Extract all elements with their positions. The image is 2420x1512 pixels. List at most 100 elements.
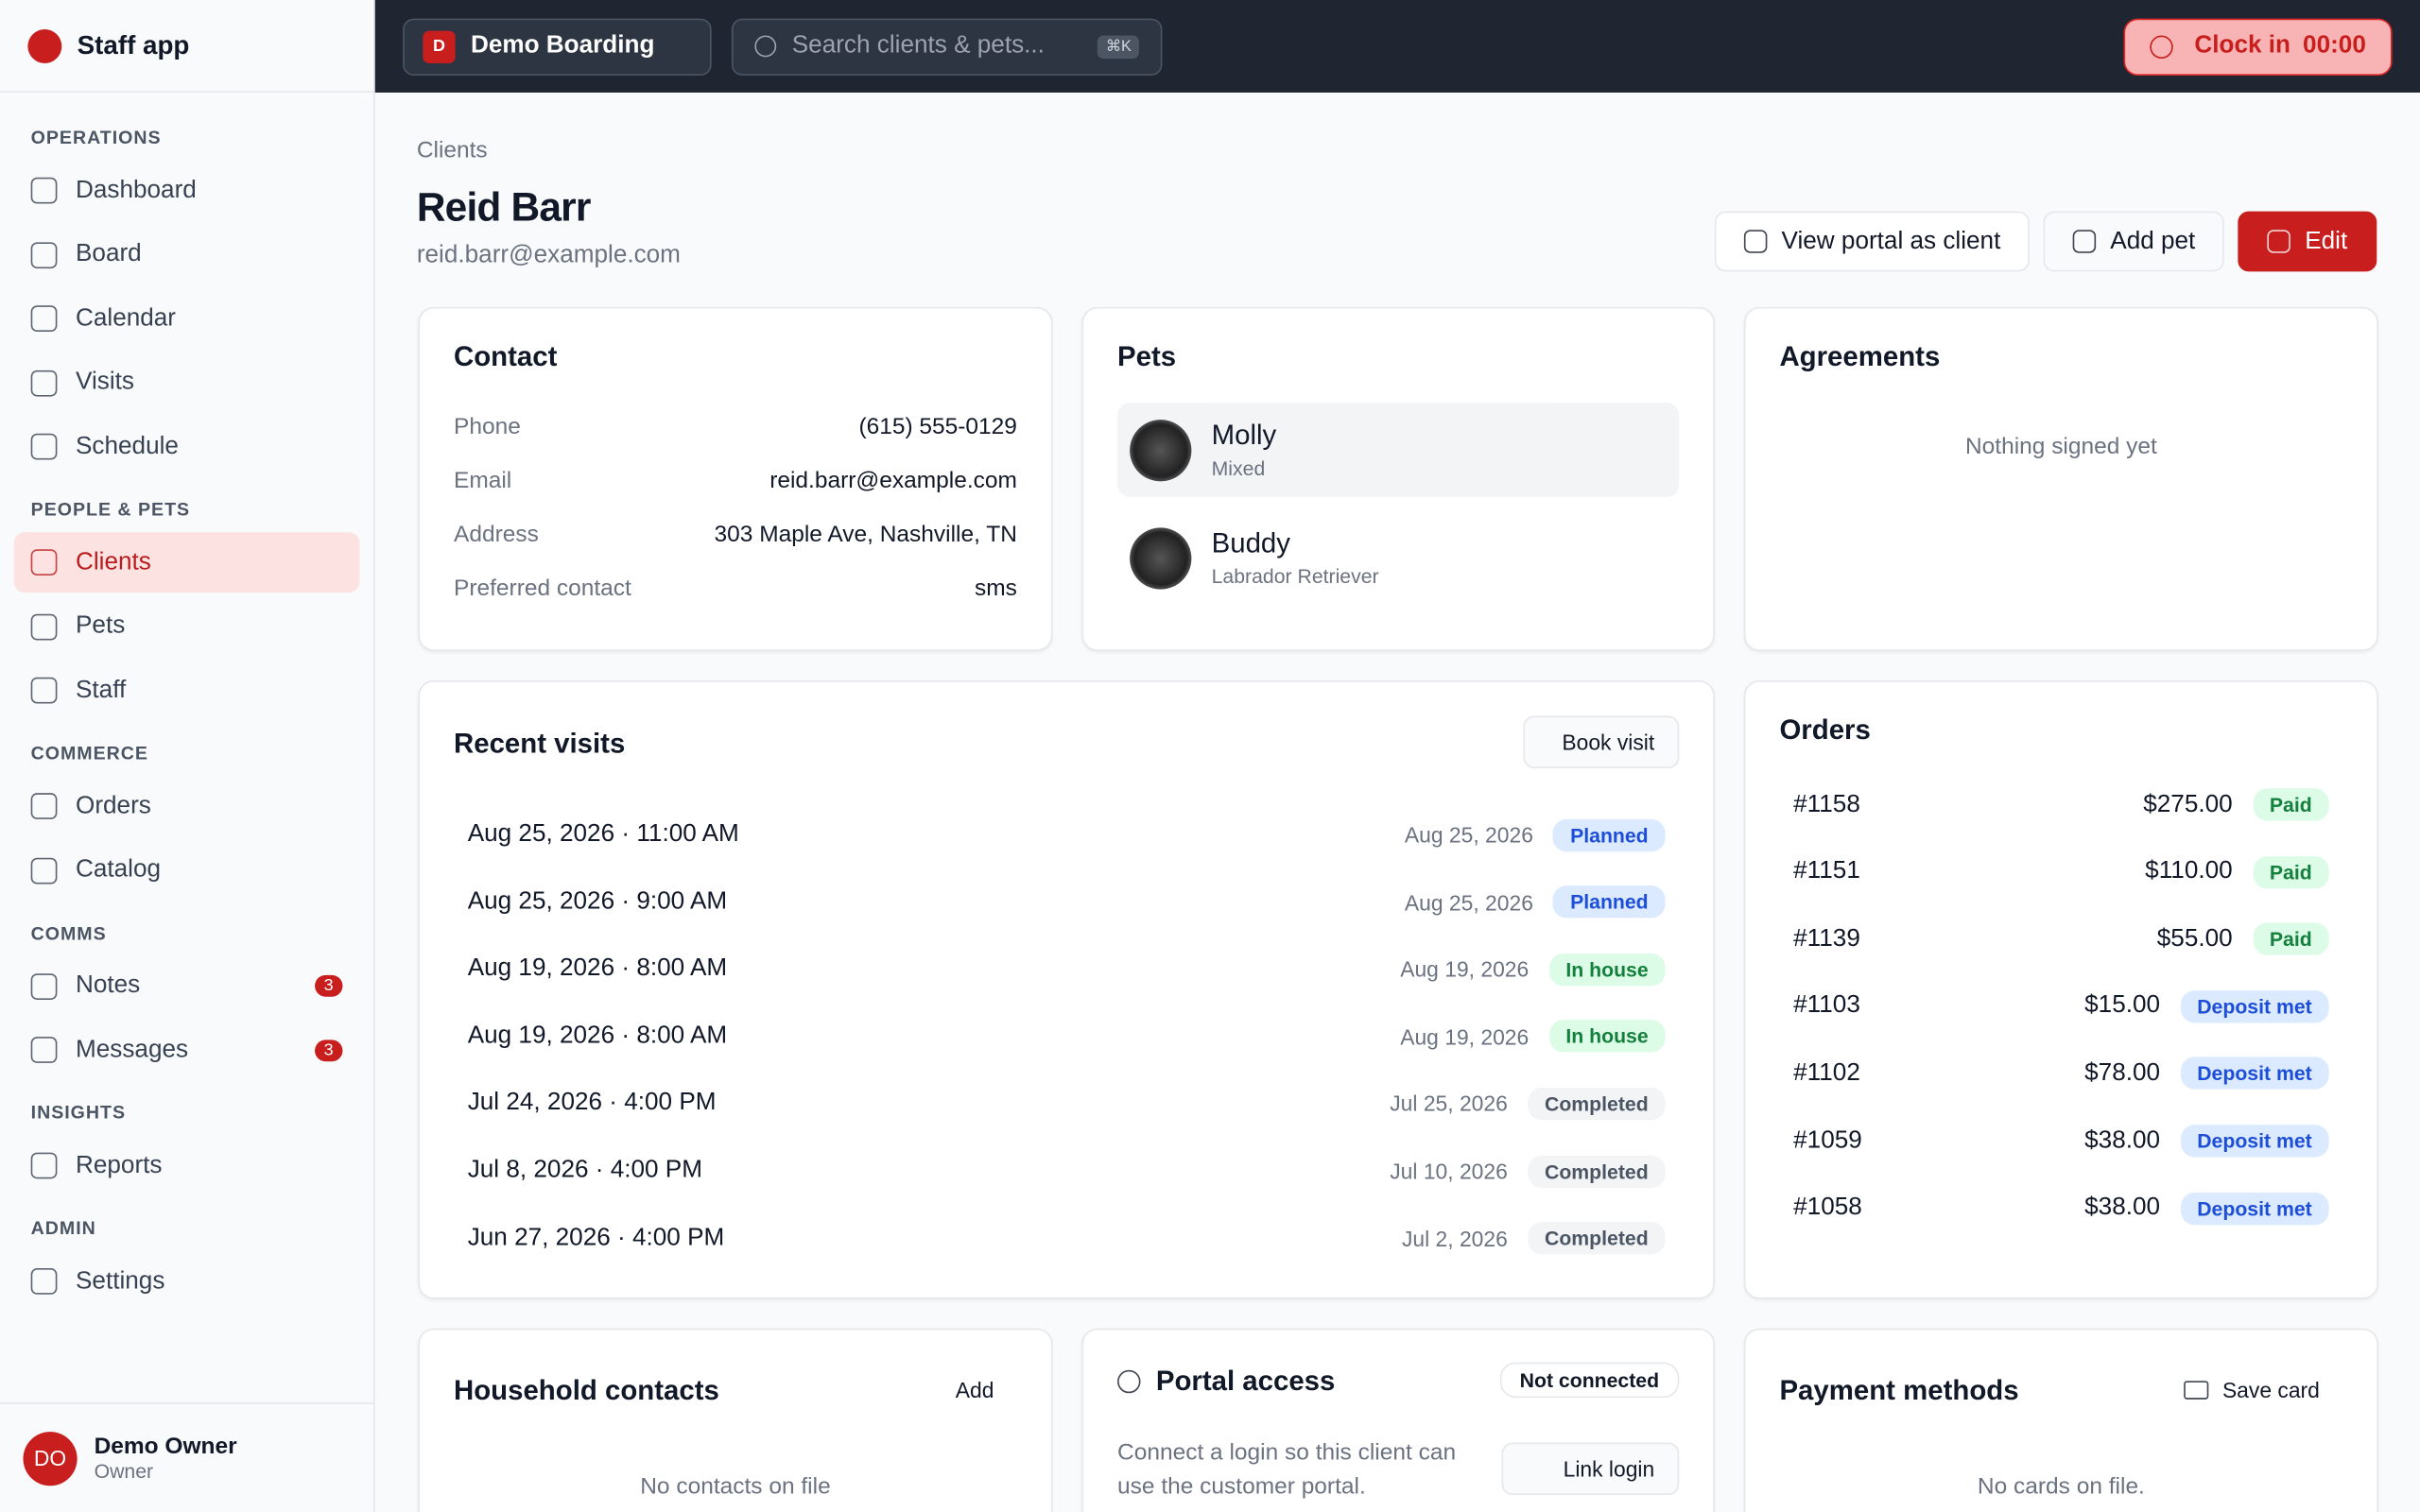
action-button[interactable]: View portal as client: [1715, 211, 2031, 272]
section-label: OPERATIONS: [30, 126, 162, 148]
nav-item[interactable]: Dashboard: [14, 161, 360, 221]
action-button[interactable]: Edit: [2238, 211, 2377, 272]
badge: 3: [314, 1039, 343, 1061]
empty-state: No cards on file.: [1977, 1473, 2145, 1500]
nav-item[interactable]: Catalog: [14, 840, 360, 901]
visit-row[interactable]: Aug 25, 2026 · 11:00 AM Aug 25, 2026 Plann…: [468, 816, 1666, 853]
visit-row[interactable]: Jun 27, 2026 · 4:00 PM Jul 2, 2026 Complet…: [468, 1220, 1666, 1257]
contact-label: Email: [453, 467, 512, 494]
card-icon: [2184, 1381, 2209, 1400]
nav-item[interactable]: Calendar: [14, 288, 360, 349]
nav-item[interactable]: Notes 3: [14, 955, 360, 1016]
card-title: Recent visits: [453, 728, 626, 760]
visit-row[interactable]: Aug 19, 2026 · 8:00 AM Aug 19, 2026 In hou…: [468, 1018, 1666, 1055]
nav-label: Clients: [75, 548, 151, 576]
card-title: Orders: [1779, 713, 1871, 746]
section-label: COMMERCE: [30, 742, 148, 765]
icon: [30, 241, 58, 268]
order-row[interactable]: #1139 $55.00 Paid: [1793, 922, 2329, 955]
order-row[interactable]: #1103 $15.00 Deposit met: [1793, 989, 2329, 1023]
card-title: Household contacts: [453, 1374, 719, 1406]
visit-status: In house: [1548, 1020, 1666, 1053]
nav-item[interactable]: Messages 3: [14, 1020, 360, 1080]
shortcut: ⌘K: [1098, 34, 1140, 59]
visit-end: Aug 25, 2026: [1404, 889, 1533, 915]
visit-end: Jul 25, 2026: [1390, 1091, 1508, 1117]
visit-row[interactable]: Jul 24, 2026 · 4:00 PM Jul 25, 2026 Comple…: [468, 1085, 1666, 1122]
nav-item[interactable]: Board: [14, 225, 360, 285]
order-status: Paid: [2252, 855, 2329, 888]
order-row[interactable]: #1151 $110.00 Paid: [1793, 855, 2329, 888]
agreements-card: Agreements Nothing signed yet: [1743, 306, 2378, 651]
icon: [30, 856, 58, 884]
pet-name: Buddy: [1211, 527, 1290, 559]
order-status: Deposit met: [2180, 989, 2329, 1023]
section-title: COMMERCE: [0, 730, 373, 776]
nav-item[interactable]: Orders: [14, 776, 360, 836]
save-card[interactable]: Save card: [2161, 1364, 2343, 1417]
contact-card: Contact Phone (615) 555-0129 Email reid.barr…: [418, 306, 1053, 651]
portal-card: Portal access Not connected Connect a logi…: [1081, 1328, 1715, 1512]
nav-item[interactable]: Reports: [14, 1136, 360, 1196]
book-visit[interactable]: Book visit: [1523, 715, 1680, 769]
clock-in[interactable]: Clock in 00:00: [2123, 17, 2393, 76]
pet-row[interactable]: Buddy Labrador Retriever: [1117, 510, 1679, 605]
order-row[interactable]: #1158 $275.00 Paid: [1793, 788, 2329, 821]
clock-time: 00:00: [2303, 32, 2366, 60]
empty-state: No contacts on file: [640, 1473, 831, 1500]
order-row[interactable]: #1058 $38.00 Deposit met: [1793, 1192, 2329, 1225]
card-title: Pets: [1117, 340, 1177, 372]
org-switcher[interactable]: D Demo Boarding: [403, 17, 712, 76]
contact-value: reid.barr@example.com: [769, 467, 1017, 494]
badge: 3: [314, 974, 343, 997]
pet-row[interactable]: Molly Mixed: [1117, 403, 1680, 497]
nav-item[interactable]: Staff: [14, 661, 360, 721]
search[interactable]: Search clients & pets... ⌘K: [732, 17, 1163, 76]
link-login[interactable]: Link login: [1501, 1442, 1680, 1496]
nav-item[interactable]: Settings: [14, 1251, 360, 1312]
action-button[interactable]: Add pet: [2044, 211, 2225, 272]
portal-status: Not connected: [1499, 1362, 1680, 1399]
nav-label: Calendar: [75, 304, 177, 332]
order-amount: $110.00: [2145, 857, 2233, 885]
visit-end: Aug 19, 2026: [1400, 1023, 1530, 1049]
visit-start: Aug 25, 2026 · 9:00 AM: [467, 887, 728, 915]
visit-row[interactable]: Jul 8, 2026 · 4:00 PM Jul 10, 2026 Complet…: [468, 1153, 1666, 1190]
icon: [30, 1268, 58, 1295]
nav-label: Catalog: [75, 856, 162, 883]
icon: [2268, 230, 2291, 253]
visit-end: Aug 25, 2026: [1404, 822, 1533, 848]
contact-value: sms: [975, 575, 1017, 602]
contact-value: (615) 555-0129: [858, 413, 1017, 440]
contact-row: Email reid.barr@example.com: [454, 468, 1017, 494]
nav-item[interactable]: Schedule: [14, 417, 360, 477]
nav-item[interactable]: Clients: [13, 532, 360, 593]
user[interactable]: DO Demo Owner Owner: [0, 1402, 375, 1512]
order-row[interactable]: #1102 $78.00 Deposit met: [1793, 1057, 2329, 1091]
pets-card: Pets Molly Mixed Buddy Labrador Retriever: [1081, 306, 1715, 651]
nav-item[interactable]: Pets: [14, 596, 360, 657]
nav-label: Dashboard: [75, 176, 197, 203]
visit-end: Aug 19, 2026: [1400, 956, 1530, 982]
add-button[interactable]: Add: [919, 1364, 1017, 1417]
actions: View portal as client Add pet Edit: [1715, 211, 2377, 272]
visit-status: Planned: [1553, 885, 1666, 919]
card-title: Contact: [453, 340, 558, 372]
icon: [30, 305, 58, 333]
nav-item[interactable]: Visits: [14, 352, 360, 413]
section-label: ADMIN: [30, 1217, 96, 1240]
user-info: Demo Owner Owner: [95, 1434, 237, 1483]
icon: [30, 433, 58, 460]
user-role: Owner: [94, 1459, 154, 1483]
visit-row[interactable]: Aug 19, 2026 · 8:00 AM Aug 19, 2026 In hou…: [468, 951, 1666, 988]
visit-row[interactable]: Aug 25, 2026 · 9:00 AM Aug 25, 2026 Planne…: [468, 884, 1666, 920]
visit-start: Jul 24, 2026 · 4:00 PM: [467, 1090, 717, 1117]
section-title: PEOPLE & PETS: [0, 486, 373, 532]
client-name: Reid Barr: [416, 183, 592, 231]
order-row[interactable]: #1059 $38.00 Deposit met: [1793, 1125, 2329, 1158]
section-title: COMMS: [0, 909, 373, 955]
section-title: OPERATIONS: [0, 114, 373, 161]
order-id: #1058: [1793, 1194, 1862, 1221]
org-initial: D: [423, 29, 456, 63]
